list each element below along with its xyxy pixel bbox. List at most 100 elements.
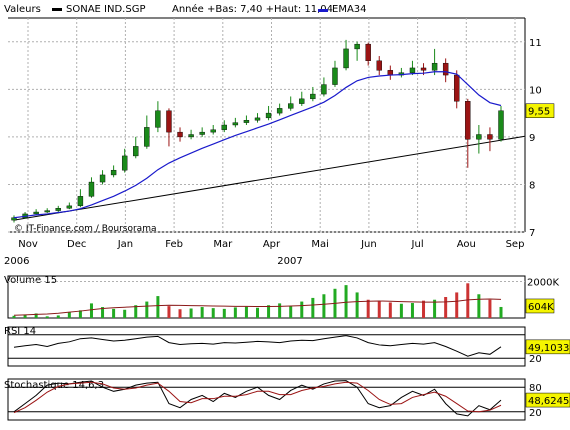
volume-bar	[156, 296, 160, 318]
price-tick-label: 10	[529, 85, 542, 96]
volume-bar	[112, 308, 116, 318]
valeurs-label: Valeurs	[4, 4, 41, 15]
watermark: © IT-Finance.com / Boursorama	[14, 224, 156, 234]
volume-bar	[444, 297, 448, 318]
volume-bar	[366, 299, 370, 318]
stoch-d-line	[13, 381, 502, 414]
candle-body	[88, 181, 95, 197]
candle-body	[420, 67, 427, 71]
month-tick-label: Dec	[67, 239, 86, 250]
volume-bar	[67, 312, 71, 318]
month-tick-label: Aou	[457, 239, 476, 250]
candle-body	[454, 74, 460, 102]
volume-bar	[289, 306, 293, 318]
volume-bar	[12, 315, 16, 318]
volume-bar	[322, 294, 326, 318]
month-tick-label: Jan	[117, 239, 133, 250]
candle-body	[431, 62, 438, 71]
volume-bar	[233, 307, 237, 318]
price-tick-label: 11	[529, 38, 542, 49]
volume-bar	[145, 301, 149, 318]
candle-body	[343, 48, 349, 69]
candle-body	[144, 127, 150, 147]
volume-bar	[89, 303, 93, 318]
candle-body	[299, 98, 305, 104]
candle-body	[442, 62, 449, 76]
volume-last-label: 604K	[528, 302, 554, 313]
volume-bar	[56, 315, 60, 318]
candle-body	[332, 67, 338, 85]
volume-bar	[123, 309, 127, 318]
volume-bar	[455, 292, 459, 318]
candle-body	[121, 155, 128, 171]
rsi-line	[13, 335, 502, 357]
volume-bar	[311, 297, 315, 318]
candle-body	[288, 103, 294, 109]
candle-body	[155, 110, 161, 128]
volume-bar	[23, 314, 27, 318]
volume-bar	[167, 306, 171, 318]
rsi-tick-label: 20	[529, 354, 542, 365]
last-price-label: 9,55	[528, 107, 550, 118]
volume-bar	[256, 307, 259, 318]
volume-bar	[422, 300, 426, 318]
volume-bar	[388, 302, 392, 318]
candle-body	[210, 129, 216, 133]
rsi-last-label: 49,1033	[528, 343, 569, 354]
volume-bar	[410, 303, 414, 318]
price-tick-label: 8	[529, 180, 535, 191]
instrument-name: SONAE IND.SGP	[66, 4, 145, 15]
candle-body	[354, 43, 360, 50]
volume-bar	[222, 308, 226, 318]
volume-bar	[178, 309, 182, 318]
stoch-tick-label: 80	[529, 383, 542, 394]
volume-tick-label: 2000K	[527, 277, 559, 288]
volume-bar	[34, 313, 38, 318]
candle-body	[199, 131, 205, 135]
candle-body	[66, 205, 73, 209]
volume-bar	[267, 305, 271, 318]
candle-body	[310, 93, 316, 100]
stoch-last-box	[525, 392, 570, 408]
month-tick-label: Sep	[506, 239, 525, 250]
month-tick-label: Nov	[18, 239, 38, 250]
candle-body	[498, 110, 504, 140]
candle-body	[110, 169, 117, 176]
candle-body	[77, 196, 84, 207]
candle-body	[243, 120, 250, 123]
month-tick-label: Apr	[263, 239, 281, 250]
ema34-line	[13, 71, 502, 219]
month-tick-label: Jun	[360, 239, 377, 250]
candle-body	[409, 67, 416, 73]
volume-bar	[499, 306, 503, 318]
volume-title: Volume 15	[4, 275, 57, 286]
volume-bar	[399, 303, 403, 318]
stoch-title: Stochastique 14,6,3	[4, 380, 104, 391]
candle-body	[177, 131, 183, 138]
price-tick-label: 7	[529, 228, 535, 239]
series-swatch	[52, 8, 62, 11]
candle-body	[376, 60, 382, 71]
month-tick-label: Mar	[213, 239, 233, 250]
volume-bar	[200, 307, 204, 318]
candle-body	[166, 110, 172, 133]
rsi-last-box	[525, 339, 570, 355]
volume-bar	[211, 308, 215, 318]
volume-average-line	[13, 298, 502, 316]
candle-body	[365, 43, 371, 61]
rsi-panel-frame	[7, 326, 526, 367]
month-tick-label: Mai	[311, 239, 329, 250]
ema-swatch	[318, 9, 328, 12]
volume-bar	[278, 303, 282, 318]
candle-body	[254, 117, 261, 121]
volume-bar	[433, 299, 437, 318]
volume-bar	[355, 292, 359, 318]
candle-body	[476, 134, 482, 140]
candle-body	[33, 211, 39, 215]
last-price-box	[525, 103, 555, 118]
candle-body	[387, 70, 394, 76]
volume-bar	[377, 301, 381, 318]
candle-body	[44, 210, 50, 213]
candle-body	[188, 134, 194, 138]
